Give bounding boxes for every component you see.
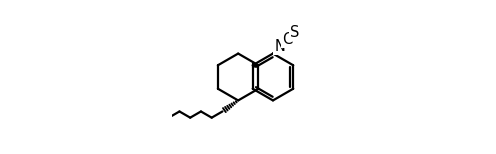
Text: S: S [290, 25, 299, 40]
Text: C: C [282, 32, 292, 47]
Text: N: N [274, 39, 285, 54]
Polygon shape [252, 63, 258, 68]
